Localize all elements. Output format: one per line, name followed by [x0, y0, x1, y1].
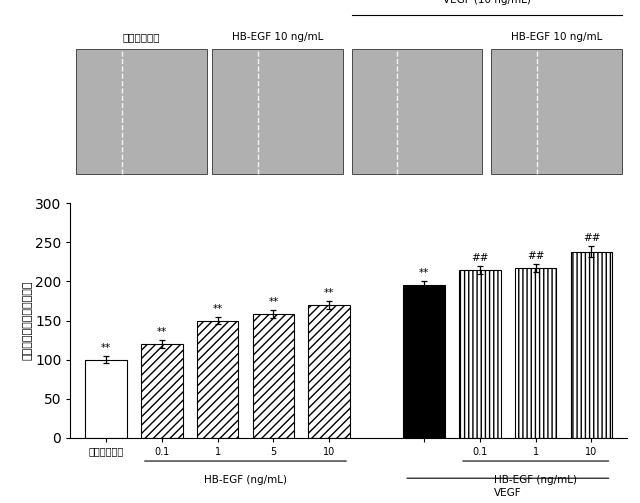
Bar — [491, 49, 621, 174]
Text: ##: ## — [582, 233, 600, 243]
Text: **: ** — [212, 303, 223, 313]
Bar — [571, 252, 612, 438]
Bar — [403, 285, 445, 438]
Bar — [85, 360, 127, 438]
Text: コントロール: コントロール — [123, 32, 160, 42]
Text: **: ** — [101, 344, 111, 353]
Bar — [212, 49, 343, 174]
Text: ##: ## — [471, 253, 489, 263]
Bar — [253, 314, 294, 438]
Text: HB-EGF 10 ng/mL: HB-EGF 10 ng/mL — [232, 32, 323, 42]
Bar — [141, 344, 182, 438]
Bar — [308, 305, 350, 438]
Text: ##: ## — [527, 251, 545, 261]
Text: **: ** — [157, 327, 167, 337]
Bar — [197, 320, 238, 438]
Text: **: ** — [419, 268, 429, 278]
Text: HB-EGF (ng/mL): HB-EGF (ng/mL) — [204, 475, 287, 485]
Text: HB-EGF 10 ng/mL: HB-EGF 10 ng/mL — [511, 32, 602, 42]
Text: VEGF (10 ng/mL): VEGF (10 ng/mL) — [443, 0, 531, 5]
Bar — [515, 268, 556, 438]
Y-axis label: 遅度率（％コントロール）: 遅度率（％コントロール） — [22, 281, 32, 360]
Bar — [351, 49, 483, 174]
Bar — [460, 270, 500, 438]
Text: VEGF: VEGF — [494, 488, 522, 498]
Text: **: ** — [324, 288, 334, 298]
Bar — [76, 49, 207, 174]
Text: HB-EGF (ng/mL): HB-EGF (ng/mL) — [494, 475, 577, 485]
Text: **: ** — [268, 297, 278, 307]
